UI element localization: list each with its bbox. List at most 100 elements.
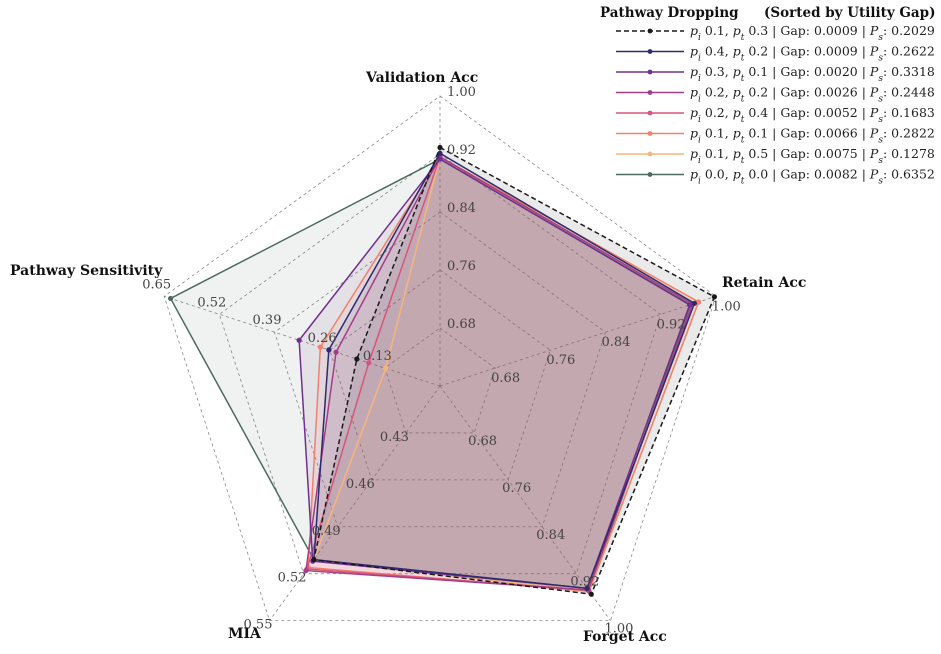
- grid-spoke-3: [439, 385, 611, 621]
- tick-labels: 0.68 0.76 0.84 0.92 1.00 0.68 0.76 0.84 0.92 1.00…: [142, 85, 741, 637]
- legend-swatch-marker: [647, 110, 653, 116]
- axis-labels: Validation Acc Retain Acc Forget Acc MIA Pat…: [10, 70, 806, 645]
- data-point: [303, 567, 309, 574]
- tick-label: 0.65: [142, 277, 171, 292]
- data-point: [437, 156, 443, 162]
- legend-item: pi 0.2, pt 0.2 | Gap: 0.0026 | Ps: 0.244…: [616, 85, 935, 105]
- tick-label: 1.00: [604, 622, 633, 637]
- grid-ring-3: [274, 211, 606, 528]
- tick-label: 0.84: [536, 528, 565, 543]
- axis-label: Validation Acc: [365, 70, 478, 86]
- tick-label: 0.13: [363, 349, 392, 364]
- tick-label: 0.52: [197, 295, 226, 310]
- legend-item: pi 0.3, pt 0.1 | Gap: 0.0020 | Ps: 0.331…: [616, 64, 935, 84]
- tick-label: 0.76: [502, 481, 531, 496]
- data-point: [366, 360, 372, 366]
- series-fill: [170, 159, 691, 592]
- data-point: [333, 349, 339, 355]
- legend-label: pi 0.0, pt 0.0 | Gap: 0.0082 | Ps: 0.635…: [690, 167, 935, 187]
- legend-swatch-marker: [647, 172, 653, 177]
- legend-swatch-marker: [647, 151, 653, 157]
- legend-label: pi 0.1, pt 0.5 | Gap: 0.0075 | Ps: 0.127…: [690, 146, 935, 166]
- series-fills: [170, 147, 715, 595]
- series-line: [313, 152, 696, 590]
- tick-label: 0.92: [570, 575, 599, 590]
- legend-item: pi 0.1, pt 0.5 | Gap: 0.0075 | Ps: 0.127…: [616, 146, 935, 166]
- tick-label: 1.00: [447, 85, 476, 100]
- tick-label: 0.46: [346, 477, 375, 492]
- legend: Pathway Dropping (Sorted by Utility Gap)…: [600, 5, 935, 187]
- series-fill: [313, 156, 699, 592]
- legend-label: pi 0.2, pt 0.2 | Gap: 0.0026 | Ps: 0.244…: [690, 85, 935, 105]
- data-point: [317, 344, 323, 350]
- legend-label: pi 0.1, pt 0.1 | Gap: 0.0066 | Ps: 0.282…: [690, 126, 935, 146]
- legend-swatch-marker: [647, 90, 653, 95]
- tick-label: 0.92: [657, 317, 686, 332]
- data-point: [296, 337, 302, 343]
- tick-label: 0.52: [278, 571, 307, 586]
- legend-swatch-marker: [647, 69, 653, 75]
- series-fill: [307, 156, 693, 591]
- grid-spoke-2: [439, 296, 716, 387]
- tick-label: 0.55: [244, 618, 273, 633]
- series-line: [312, 146, 716, 596]
- series-line: [298, 158, 691, 590]
- grid-ring-1: [384, 327, 496, 434]
- series-lines: [167, 144, 718, 597]
- series-fill: [308, 156, 699, 592]
- tick-label: 0.49: [312, 524, 341, 539]
- tick-label: 0.68: [491, 371, 520, 386]
- tick-label: 0.84: [601, 335, 630, 350]
- tick-label: 0.84: [447, 201, 476, 216]
- series-fill: [299, 159, 690, 589]
- axis-label: MIA: [228, 626, 262, 642]
- grid-ring-4: [218, 153, 662, 575]
- data-point: [437, 144, 443, 151]
- legend-item: pi 0.0, pt 0.0 | Gap: 0.0082 | Ps: 0.635…: [616, 167, 935, 187]
- legend-subtitle: (Sorted by Utility Gap): [764, 5, 935, 21]
- legend-label: pi 0.3, pt 0.1 | Gap: 0.0020 | Ps: 0.331…: [690, 64, 935, 84]
- data-point: [383, 365, 389, 371]
- data-point: [354, 356, 360, 362]
- axis-label: Pathway Sensitivity: [10, 263, 163, 279]
- data-point: [311, 557, 317, 563]
- legend-item: pi 0.2, pt 0.4 | Gap: 0.0052 | Ps: 0.168…: [616, 105, 935, 125]
- tick-label: 0.39: [253, 313, 282, 328]
- tick-label: 0.26: [308, 331, 337, 346]
- data-point: [695, 299, 702, 305]
- data-point: [711, 294, 718, 300]
- legend-label: pi 0.2, pt 0.4 | Gap: 0.0052 | Ps: 0.168…: [690, 105, 935, 125]
- radar-grid: [163, 95, 717, 622]
- legend-item: pi 0.1, pt 0.3 | Gap: 0.0009 | Ps: 0.202…: [616, 23, 935, 43]
- legend-swatch-marker: [647, 131, 653, 136]
- data-point: [326, 347, 332, 353]
- tick-label: 0.76: [546, 353, 575, 368]
- legend-title: Pathway Dropping: [600, 5, 739, 21]
- grid-spoke-5: [164, 296, 441, 387]
- series-line: [305, 155, 694, 591]
- axis-label: Retain Acc: [722, 275, 806, 291]
- data-point: [691, 300, 698, 306]
- axis-label: Forget Acc: [583, 629, 667, 645]
- tick-label: 0.43: [380, 430, 409, 445]
- legend-item: pi 0.4, pt 0.2 | Gap: 0.0009 | Ps: 0.262…: [616, 44, 935, 64]
- tick-label: 0.92: [447, 143, 476, 158]
- tick-label: 1.00: [712, 299, 741, 314]
- grid-spoke-4: [269, 385, 441, 621]
- tick-label: 0.68: [447, 317, 476, 332]
- series-fill: [313, 153, 695, 589]
- tick-label: 0.68: [468, 434, 497, 449]
- tick-label: 0.76: [447, 259, 476, 274]
- legend-item: pi 0.1, pt 0.1 | Gap: 0.0066 | Ps: 0.282…: [616, 126, 935, 146]
- data-point: [437, 150, 443, 156]
- legend-swatch-marker: [647, 49, 653, 54]
- data-point: [167, 295, 174, 302]
- data-point: [584, 585, 590, 591]
- data-point: [588, 591, 594, 597]
- grid-ring-5: [163, 95, 717, 622]
- legend-label: pi 0.4, pt 0.2 | Gap: 0.0009 | Ps: 0.262…: [690, 44, 935, 64]
- legend-label: pi 0.1, pt 0.3 | Gap: 0.0009 | Ps: 0.202…: [690, 23, 935, 43]
- legend-swatch-marker: [647, 28, 653, 34]
- data-point: [687, 302, 693, 308]
